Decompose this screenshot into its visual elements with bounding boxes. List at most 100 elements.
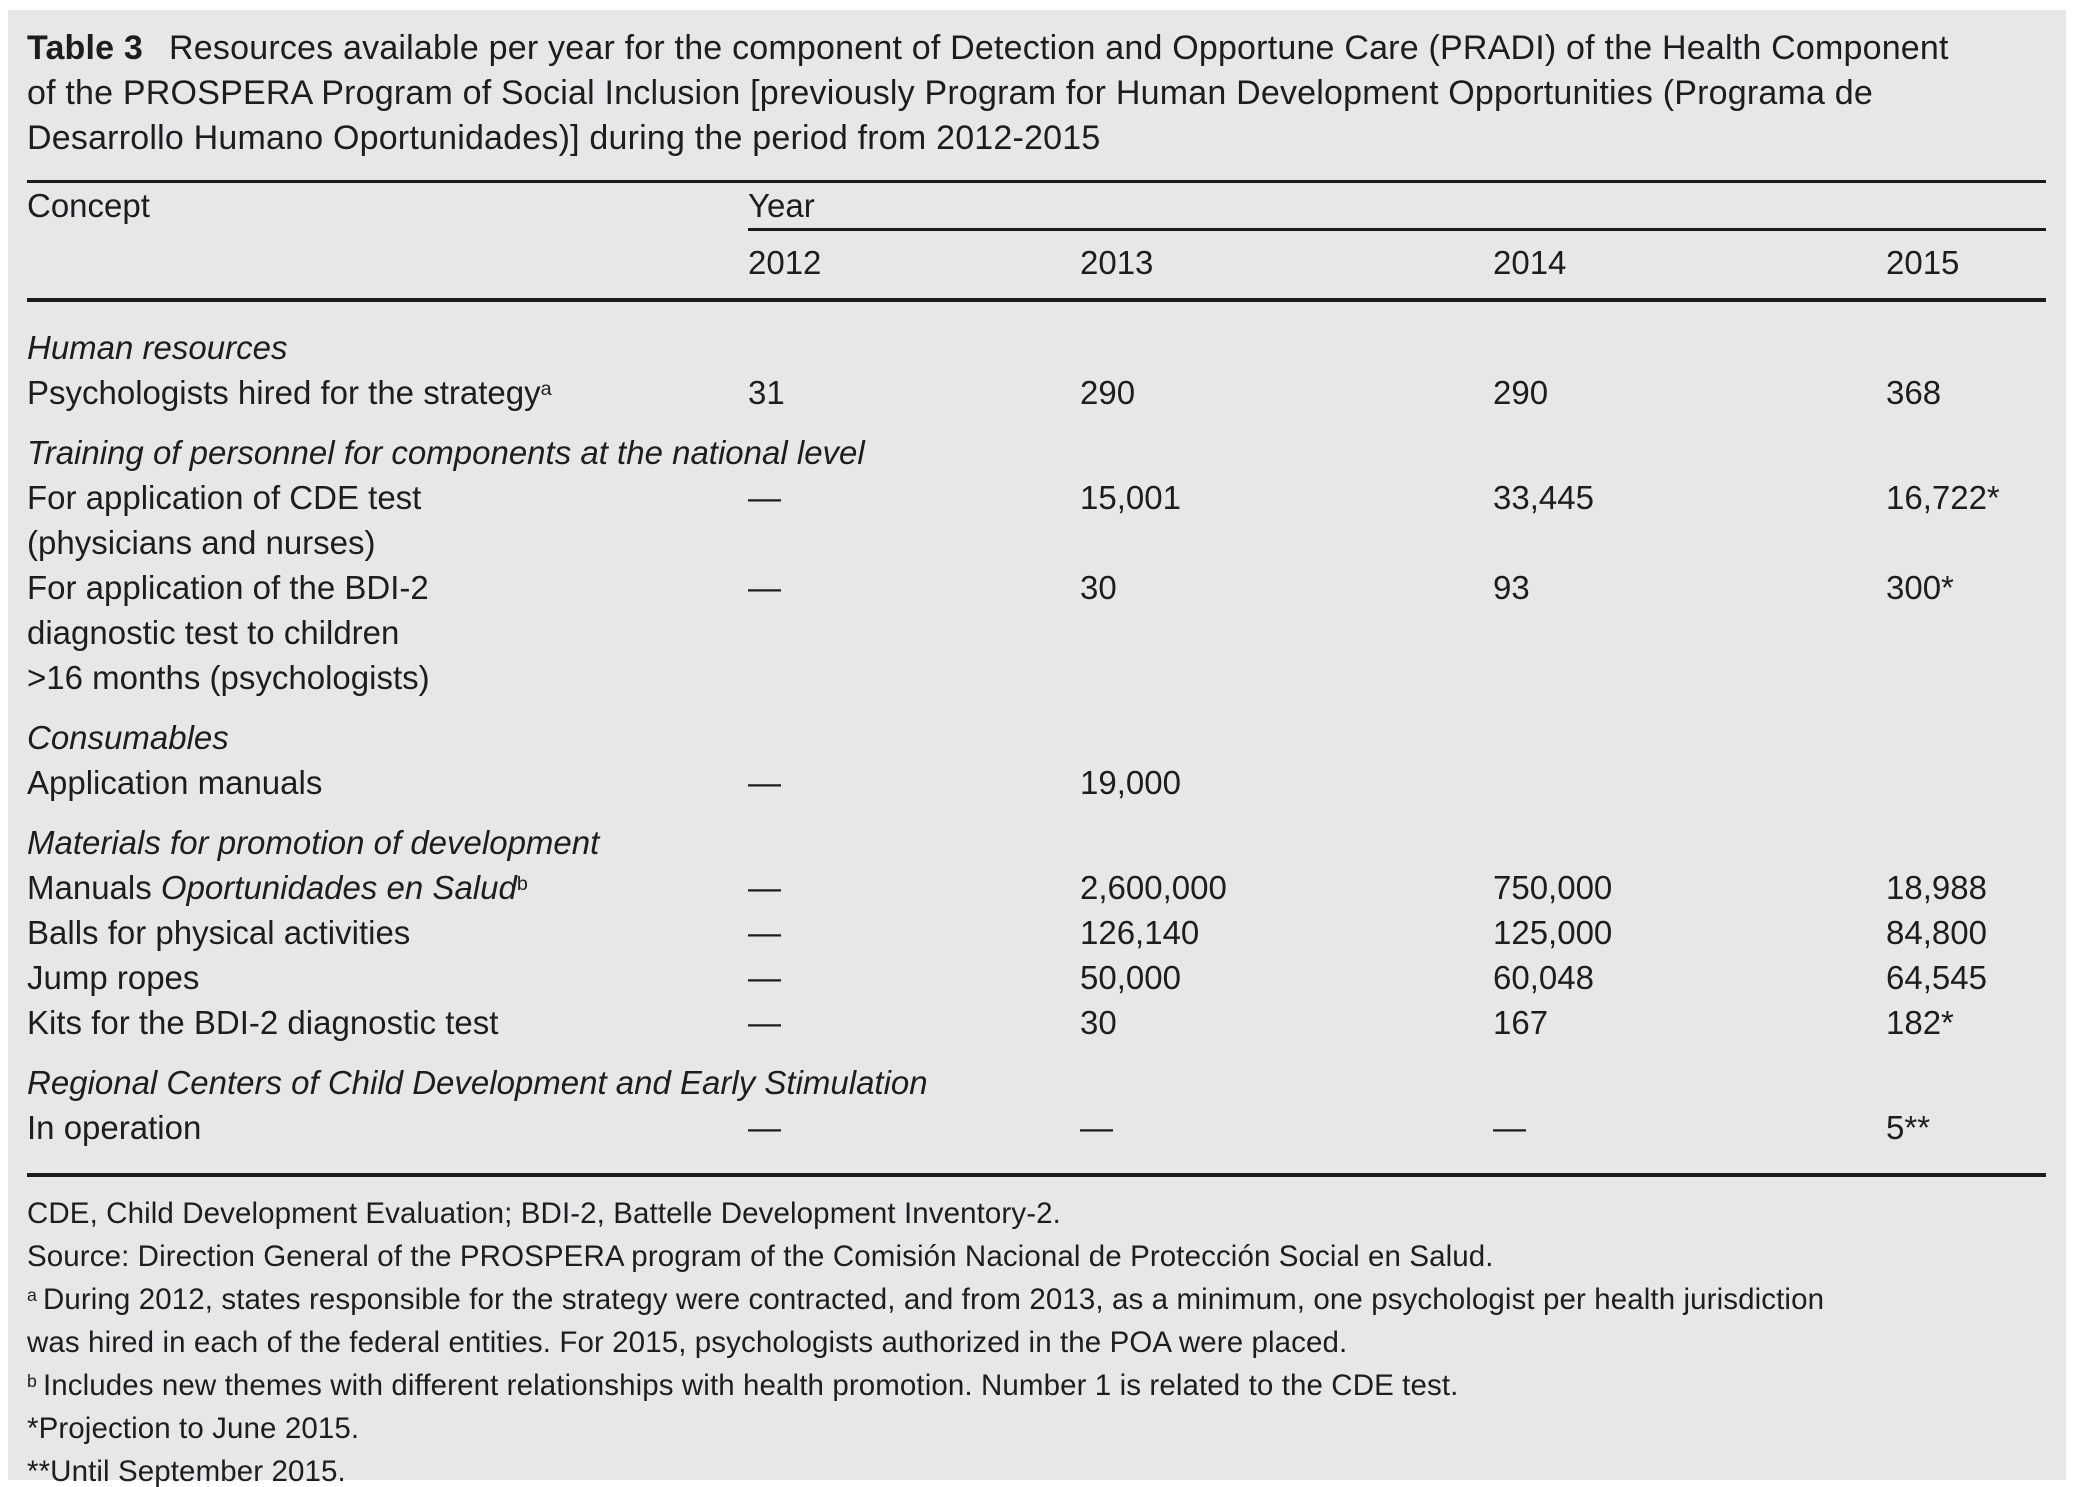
col-header-2013: 2013 — [1080, 229, 1493, 302]
value-cell-2012: — — [748, 959, 781, 996]
value-cell-2015 — [1886, 760, 2046, 805]
value-cell-2013: 15,001 — [1080, 479, 1181, 516]
data-row-jump-ropes: Jump ropes — 50,000 60,048 64,545 — [27, 955, 2046, 1000]
section-row-materials: Materials for promotion of development — [27, 805, 2046, 865]
footnote-a-marker: a — [27, 1285, 37, 1306]
value-cell-2014: 167 — [1493, 1004, 1549, 1041]
concept-cell: For application of CDE test (physicians … — [27, 475, 748, 565]
concept-cell: For application of the BDI-2 diagnostic … — [27, 565, 748, 700]
data-row-bdi2-kits: Kits for the BDI-2 diagnostic test — 30 … — [27, 1000, 2046, 1045]
value-cell-2014: — — [1493, 1109, 1526, 1146]
concept-cell: Balls for physical activities — [27, 914, 411, 951]
col-header-2014: 2014 — [1493, 229, 1886, 302]
value-cell-2014: 290 — [1493, 374, 1549, 411]
caption-line-3: Desarrollo Humano Oportunidades)] during… — [27, 116, 2046, 161]
value-cell-2012: 31 — [748, 374, 785, 411]
concept-text-line: >16 months (psychologists) — [27, 659, 430, 696]
value-cell-2014: 125,000 — [1493, 914, 1613, 951]
value-cell-2015: 368 — [1886, 374, 1942, 411]
value-cell-2013: 290 — [1080, 374, 1136, 411]
value-cell-2015: 16,722* — [1886, 479, 2000, 516]
value-cell-2012: — — [748, 914, 781, 951]
section-label: Human resources — [27, 329, 288, 366]
concept-text-line: (physicians and nurses) — [27, 524, 376, 561]
footnote-marker-b: b — [516, 873, 528, 896]
value-cell-2013: 126,140 — [1080, 914, 1200, 951]
resources-table: Concept Year 2012 2013 2014 2015 Human r… — [27, 180, 2046, 1177]
concept-text-italic: Oportunidades en Salud — [160, 869, 517, 906]
value-cell-2015: 18,988 — [1886, 869, 1987, 906]
data-row-balls: Balls for physical activities — 126,140 … — [27, 910, 2046, 955]
col-header-year-group: Year — [748, 181, 2046, 231]
footnote-until: **Until September 2015. — [27, 1455, 346, 1487]
footnote-abbreviations: CDE, Child Development Evaluation; BDI-2… — [27, 1197, 1061, 1230]
concept-text-line: diagnostic test to children — [27, 614, 400, 651]
concept-text-line: For application of the BDI-2 — [27, 569, 429, 606]
col-header-concept: Concept — [27, 181, 748, 302]
section-label: Consumables — [27, 719, 229, 756]
value-cell-2012: — — [748, 569, 781, 606]
footnote-b-marker: b — [27, 1371, 37, 1392]
value-cell-2015: 300* — [1886, 569, 1954, 606]
concept-cell: In operation — [27, 1109, 202, 1146]
section-label: Materials for promotion of development — [27, 824, 600, 861]
header-row-group: Concept Year — [27, 181, 2046, 302]
footnote-marker-a: a — [540, 378, 552, 401]
col-header-2015: 2015 — [1886, 229, 2046, 302]
value-cell-2014: 93 — [1493, 569, 1530, 606]
table-footnotes: CDE, Child Development Evaluation; BDI-2… — [27, 1192, 2046, 1487]
concept-cell: Application manuals — [27, 764, 323, 801]
section-row-regional-centers: Regional Centers of Child Development an… — [27, 1045, 2046, 1105]
value-cell-2013: 30 — [1080, 569, 1117, 606]
value-cell-2014: 750,000 — [1493, 869, 1613, 906]
value-cell-2013: 30 — [1080, 1004, 1117, 1041]
table-number-label: Table 3 — [27, 29, 144, 67]
section-row-human-resources: Human resources — [27, 300, 2046, 370]
value-cell-2013: 2,600,000 — [1080, 869, 1227, 906]
col-header-2012: 2012 — [748, 229, 1080, 302]
table-sheet: Table 3 Resources available per year for … — [8, 10, 2066, 1487]
footnote-projection: *Projection to June 2015. — [27, 1412, 360, 1445]
footnote-a-text-1: During 2012, states responsible for the … — [42, 1283, 1825, 1316]
section-label: Regional Centers of Child Development an… — [27, 1064, 928, 1101]
data-row-cde-test: For application of CDE test (physicians … — [27, 475, 2046, 565]
value-cell-2013: 19,000 — [1080, 764, 1181, 801]
footnote-b-text: Includes new themes with different relat… — [42, 1369, 1459, 1402]
value-cell-2014 — [1493, 760, 1886, 805]
value-cell-2015: 84,800 — [1886, 914, 1987, 951]
footnote-a-line-1: a During 2012, states responsible for the… — [27, 1278, 2046, 1321]
table-caption: Table 3 Resources available per year for … — [27, 26, 2046, 161]
caption-text-1: Resources available per year for the com… — [169, 29, 1949, 67]
value-cell-2013: 50,000 — [1080, 959, 1181, 996]
value-cell-2015: 5** — [1886, 1109, 1931, 1146]
footnote-a-line-2: was hired in each of the federal entitie… — [27, 1326, 1348, 1359]
value-cell-2014: 33,445 — [1493, 479, 1594, 516]
value-cell-2014: 60,048 — [1493, 959, 1594, 996]
data-row-bdi2-test: For application of the BDI-2 diagnostic … — [27, 565, 2046, 700]
value-cell-2012: — — [748, 1004, 781, 1041]
value-cell-2013: — — [1080, 1109, 1113, 1146]
caption-text-2: of the PROSPERA Program of Social Inclus… — [27, 74, 1873, 112]
concept-text-line: For application of CDE test — [27, 479, 422, 516]
value-cell-2015: 64,545 — [1886, 959, 1987, 996]
data-row-manuals-oportunidades: Manuals Oportunidades en Saludb — 2,600,… — [27, 865, 2046, 910]
concept-cell: Jump ropes — [27, 959, 200, 996]
data-row-application-manuals: Application manuals — 19,000 — [27, 760, 2046, 805]
value-cell-2012: — — [748, 1109, 781, 1146]
caption-line-1: Table 3 Resources available per year for … — [27, 26, 2046, 71]
footnote-source: Source: Direction General of the PROSPER… — [27, 1240, 1494, 1273]
data-row-in-operation: In operation — — — 5** — [27, 1105, 2046, 1175]
concept-cell: Psychologists hired for the strategya — [27, 370, 748, 415]
footnote-b-line: b Includes new themes with different rela… — [27, 1364, 2046, 1407]
concept-cell: Kits for the BDI-2 diagnostic test — [27, 1004, 499, 1041]
caption-text-3: Desarrollo Humano Oportunidades)] during… — [27, 119, 1101, 157]
section-label: Training of personnel for components at … — [27, 434, 865, 471]
data-row-psychologists: Psychologists hired for the strategya 31… — [27, 370, 2046, 415]
caption-line-2: of the PROSPERA Program of Social Inclus… — [27, 71, 2046, 116]
header-row-years: 2012 2013 2014 2015 — [27, 229, 2046, 302]
value-cell-2012: — — [748, 479, 781, 516]
value-cell-2012: — — [748, 764, 781, 801]
value-cell-2015: 182* — [1886, 1004, 1954, 1041]
value-cell-2012: — — [748, 869, 781, 906]
